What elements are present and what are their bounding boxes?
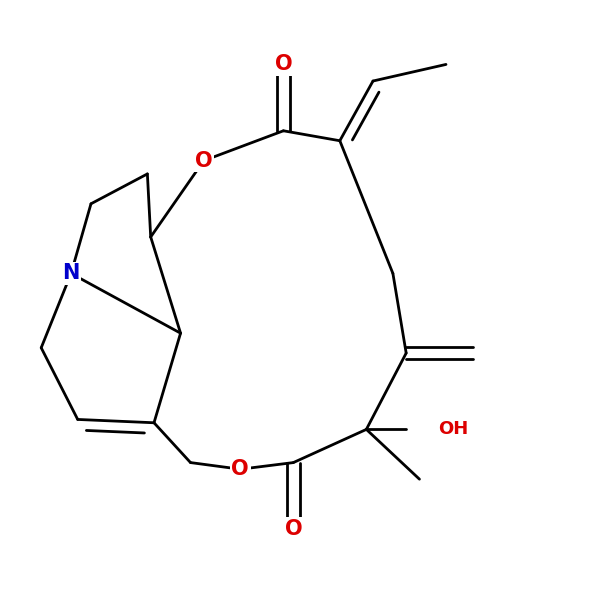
Text: O: O [275,55,292,74]
Text: O: O [232,459,249,479]
Text: OH: OH [438,421,468,439]
Text: O: O [284,519,302,539]
Text: N: N [62,263,80,283]
Text: O: O [195,151,212,170]
